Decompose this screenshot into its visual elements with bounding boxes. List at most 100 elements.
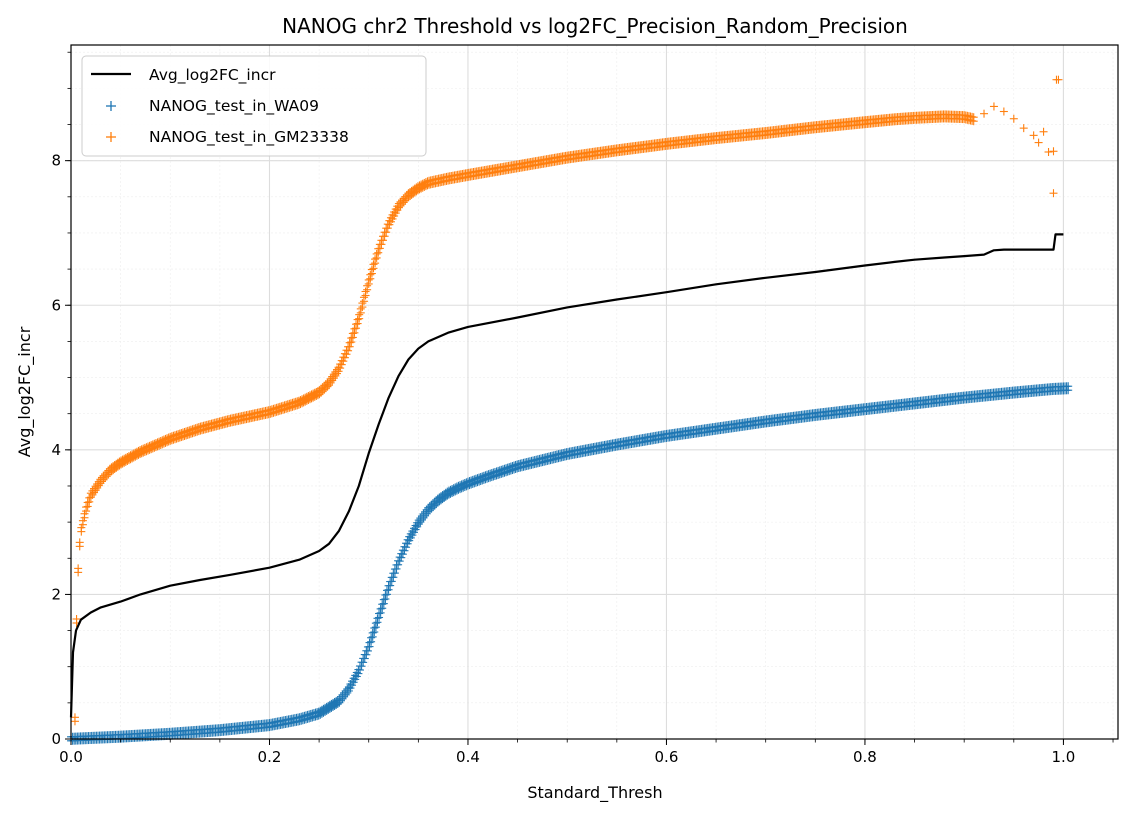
data-point xyxy=(78,520,87,529)
data-point xyxy=(367,637,376,646)
data-point xyxy=(362,650,371,659)
data-point xyxy=(347,338,356,347)
data-point xyxy=(386,581,395,590)
data-point-outlier xyxy=(1054,75,1063,84)
data-point xyxy=(344,346,353,355)
data-point xyxy=(374,248,383,257)
data-point xyxy=(355,314,364,323)
data-point xyxy=(363,285,372,294)
data-point-outlier xyxy=(980,109,989,118)
data-point xyxy=(360,654,369,663)
data-point xyxy=(417,515,426,524)
data-point xyxy=(370,628,379,637)
data-point-outlier xyxy=(1034,138,1043,147)
data-point xyxy=(359,297,368,306)
data-point xyxy=(421,511,430,520)
data-point-outlier xyxy=(1044,147,1053,156)
data-point xyxy=(365,642,374,651)
data-point xyxy=(82,507,91,516)
data-point xyxy=(352,324,361,333)
x-tick-label: 0.6 xyxy=(655,748,679,766)
data-point-outlier xyxy=(989,102,998,111)
axis-ticks xyxy=(65,51,1114,745)
legend-marker-wa09 xyxy=(106,101,116,111)
data-point xyxy=(376,608,385,617)
y-tick-label: 8 xyxy=(51,152,61,170)
data-point xyxy=(382,590,391,599)
data-point xyxy=(379,599,388,608)
y-tick-label: 4 xyxy=(51,441,61,459)
data-point xyxy=(348,333,357,342)
data-point-outlier xyxy=(1049,189,1058,198)
data-point xyxy=(80,513,89,522)
data-point xyxy=(74,568,83,577)
data-point xyxy=(395,557,404,566)
data-point xyxy=(381,594,390,603)
x-tick-label: 1.0 xyxy=(1051,748,1075,766)
data-point xyxy=(358,303,367,312)
data-point xyxy=(372,253,381,262)
data-point xyxy=(367,269,376,278)
data-point xyxy=(363,646,372,655)
data-point xyxy=(364,279,373,288)
data-point xyxy=(75,542,84,551)
data-point xyxy=(371,259,380,268)
data-point xyxy=(83,502,92,511)
x-tick-label: 0.2 xyxy=(258,748,282,766)
data-point xyxy=(357,662,366,671)
data-point xyxy=(379,236,388,245)
legend-box xyxy=(81,55,427,157)
data-point xyxy=(414,520,423,529)
data-point xyxy=(375,244,384,253)
data-point xyxy=(366,274,375,283)
data-point xyxy=(384,585,393,594)
x-tick-label: 0.4 xyxy=(456,748,480,766)
data-point-outlier xyxy=(1039,127,1048,136)
data-point xyxy=(375,613,384,622)
x-tick-label: 0.0 xyxy=(59,748,83,766)
data-point xyxy=(387,577,396,586)
legend: Avg_log2FC_incr NANOG_test_in_WA09 NANOG… xyxy=(81,55,427,157)
x-tick-label: 0.8 xyxy=(853,748,877,766)
data-point xyxy=(337,360,346,369)
data-point xyxy=(368,632,377,641)
data-point xyxy=(419,513,428,522)
data-point xyxy=(356,308,365,317)
data-point xyxy=(397,553,406,562)
data-point-outlier xyxy=(1009,114,1018,123)
data-point xyxy=(373,618,382,627)
y-tick-label: 2 xyxy=(51,585,61,603)
data-point xyxy=(340,353,349,362)
axis-tick-labels: 0.0 0.2 0.4 0.6 0.8 1.0 0 2 4 6 8 xyxy=(51,152,1075,766)
data-point xyxy=(392,564,401,573)
data-point xyxy=(371,623,380,632)
data-point xyxy=(345,342,354,351)
chart-title: NANOG chr2 Threshold vs log2FC_Precision… xyxy=(282,14,908,38)
data-point xyxy=(339,357,348,366)
data-point xyxy=(359,658,368,667)
data-point xyxy=(1064,386,1073,395)
x-axis-label: Standard_Thresh xyxy=(527,783,662,803)
data-point xyxy=(355,666,364,675)
data-point-outlier xyxy=(1049,147,1058,156)
legend-label-wa09: NANOG_test_in_WA09 xyxy=(149,97,319,116)
data-point xyxy=(378,604,387,613)
y-tick-label: 6 xyxy=(51,296,61,314)
data-point xyxy=(361,291,370,300)
plot-frame xyxy=(70,44,1119,740)
series-gm23338 xyxy=(70,75,1063,726)
data-point xyxy=(383,224,392,233)
data-point-outlier xyxy=(1029,131,1038,140)
data-point xyxy=(350,328,359,337)
data-point xyxy=(354,669,363,678)
series-line-avg xyxy=(69,233,1064,718)
data-point xyxy=(353,319,362,328)
data-point xyxy=(85,497,94,506)
data-point xyxy=(394,560,403,569)
data-point-outlier xyxy=(999,107,1008,116)
legend-marker-gm23338 xyxy=(106,132,116,142)
legend-label-gm23338: NANOG_test_in_GM23338 xyxy=(149,128,349,147)
data-point xyxy=(389,573,398,582)
data-point xyxy=(336,364,345,373)
